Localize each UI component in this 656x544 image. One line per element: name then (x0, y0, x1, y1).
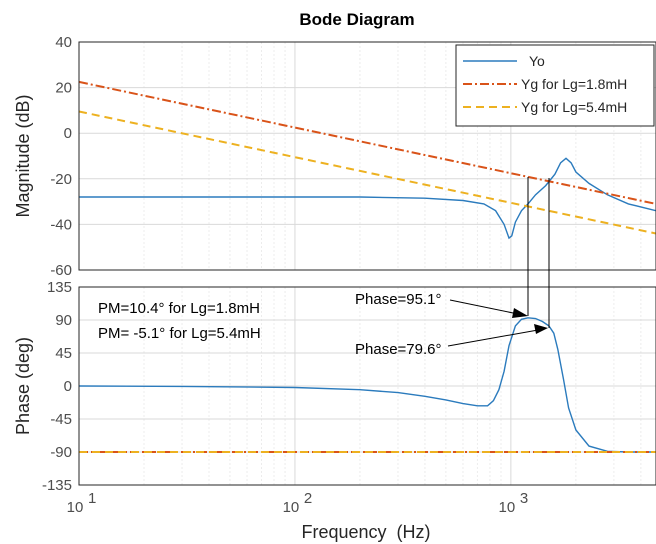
magnitude-y-tick-label: 20 (55, 80, 72, 97)
phase-y-tick-label: 90 (55, 312, 72, 329)
phase-arrow-1 (449, 299, 519, 315)
phase-arrow-2 (447, 329, 539, 347)
magnitude-y-tick-label: 40 (55, 34, 72, 51)
magnitude-series (78, 80, 656, 240)
phase-y-tick-label: -135 (42, 477, 72, 494)
magnitude-series-0 (79, 157, 656, 240)
x-tick-label: 10 (283, 499, 300, 516)
legend-box (455, 44, 655, 127)
phase-ticks: 135 90 45 0 -45 -90 -135 (42, 279, 72, 494)
magnitude-series-1 (78, 80, 656, 205)
phase-arrow-1-head (512, 308, 528, 318)
x-axis-label: Frequency (Hz) (301, 522, 430, 542)
pm-annotation-line2: PM= -5.1° for Lg=5.4mH (98, 325, 261, 342)
magnitude-y-tick-label: -20 (50, 171, 72, 188)
chart-title: Bode Diagram (299, 10, 414, 29)
annotations: PM=10.4° for Lg=1.8mH PM= -5.1° for Lg=5… (98, 177, 550, 358)
phase-arrow-2-head (534, 324, 548, 334)
phase-series-0 (78, 317, 656, 453)
magnitude-y-tick-label: -40 (50, 216, 72, 233)
legend: Yo Yg for Lg=1.8mH Yg for Lg=5.4mH (455, 44, 655, 127)
legend-label-lg18: Yg for Lg=1.8mH (521, 76, 627, 92)
legend-label-lg54: Yg for Lg=5.4mH (521, 99, 627, 115)
legend-label-yo: Yo (529, 53, 545, 69)
x-tick-exponent: 1 (88, 490, 96, 507)
phase-annotation-2: Phase=79.6° (355, 341, 441, 358)
phase-y-label: Phase (deg) (13, 337, 33, 435)
x-tick-label: 10 (499, 499, 516, 516)
phase-y-tick-label: 0 (64, 378, 72, 395)
magnitude-y-label: Magnitude (dB) (13, 94, 33, 217)
magnitude-y-tick-label: 0 (64, 125, 72, 142)
x-tick-exponent: 3 (520, 490, 528, 507)
phase-annotation-1: Phase=95.1° (355, 291, 441, 308)
magnitude-series-2 (78, 110, 656, 235)
phase-series (78, 317, 656, 453)
phase-y-tick-label: 135 (47, 279, 72, 296)
phase-y-tick-label: 45 (55, 345, 72, 362)
x-tick-exponent: 2 (304, 490, 312, 507)
pm-annotation-line1: PM=10.4° for Lg=1.8mH (98, 300, 260, 317)
phase-y-tick-label: -90 (50, 444, 72, 461)
magnitude-ticks: 40 20 0 -20 -40 -60 (50, 34, 72, 279)
x-tick-label: 10 (67, 499, 84, 516)
phase-axes-box (78, 286, 656, 486)
magnitude-y-tick-label: -60 (50, 262, 72, 279)
magnitude-axes-box (78, 41, 656, 271)
phase-y-tick-label: -45 (50, 411, 72, 428)
